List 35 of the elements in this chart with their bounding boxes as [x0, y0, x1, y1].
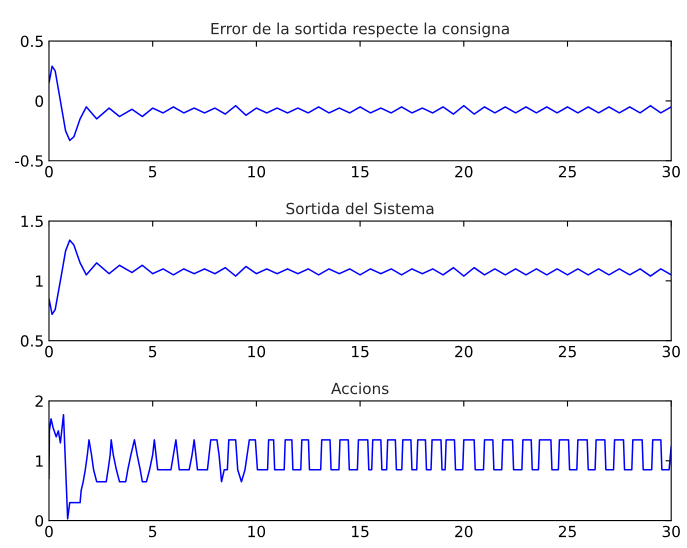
x-tick-label: 30 — [662, 526, 680, 538]
x-tick-label: 5 — [149, 166, 156, 178]
y-tick-label: 0.5 — [20, 335, 43, 347]
x-tick-label: 25 — [558, 166, 576, 178]
chart-title: Error de la sortida respecte la consigna — [212, 22, 509, 38]
y-tick-label: -0.5 — [15, 155, 43, 167]
x-tick-label: 10 — [248, 166, 266, 178]
y-tick-label: 1 — [36, 455, 43, 467]
x-tick-label: 25 — [558, 526, 576, 538]
x-tick-label: 15 — [352, 346, 368, 358]
line-series — [48, 65, 672, 142]
chart-title: Sortida del Sistema — [286, 202, 434, 214]
x-tick-label: 15 — [352, 166, 368, 178]
y-tick-label: 1.5 — [22, 216, 43, 228]
y-tick-label: 2 — [36, 395, 43, 407]
line-series — [48, 239, 672, 316]
x-tick-label: 10 — [248, 346, 266, 358]
y-tick-label: 0 — [35, 515, 44, 527]
x-tick-label: 25 — [558, 346, 576, 358]
x-tick-label: 10 — [248, 526, 266, 538]
chart-title: Accions — [331, 382, 388, 394]
x-tick-label: 30 — [662, 166, 680, 178]
x-tick-label: 0 — [45, 526, 53, 538]
y-tick-label: 0 — [35, 95, 44, 107]
x-tick-label: 20 — [455, 526, 472, 538]
x-tick-label: 30 — [662, 346, 680, 358]
x-tick-label: 15 — [352, 526, 368, 538]
x-tick-label: 20 — [455, 166, 472, 178]
x-tick-label: 0 — [45, 346, 53, 358]
y-tick-label: 1 — [36, 276, 43, 287]
x-tick-label: 5 — [149, 526, 156, 538]
x-tick-label: 20 — [455, 346, 472, 358]
y-tick-label: 0.5 — [20, 36, 43, 48]
x-tick-label: 5 — [149, 346, 156, 358]
x-tick-label: 0 — [45, 166, 53, 178]
